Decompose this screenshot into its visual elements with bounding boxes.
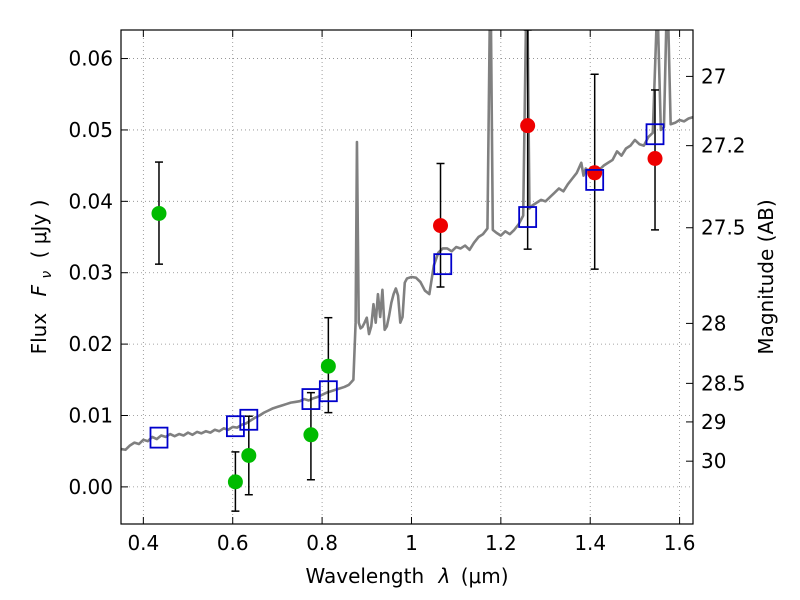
- red-data-point: [433, 218, 449, 234]
- x-axis-label: Wavelength λ (μm): [305, 564, 508, 588]
- plot-frame: [120, 29, 694, 525]
- x-tick-label: 1.2: [485, 531, 517, 555]
- y-axis-label: Flux F ν ( μJy ): [27, 200, 56, 355]
- model-photometry-square: [239, 408, 259, 431]
- y-tick-label: 0.00: [68, 475, 113, 499]
- model-photometry-square: [433, 253, 453, 276]
- green-data-point: [151, 205, 167, 221]
- green-data-point: [320, 358, 336, 374]
- model-photometry-square: [645, 123, 665, 146]
- y-tick-label: 0.02: [68, 332, 113, 356]
- y2-tick-label: 29: [701, 410, 726, 434]
- y2-axis-label: Magnitude (AB): [754, 199, 778, 354]
- y2-tick-label: 28.5: [701, 371, 746, 395]
- y-axis-label-unit: ( μJy ): [27, 200, 51, 259]
- model-photometry-square: [585, 169, 605, 191]
- grid-lines: [121, 30, 693, 524]
- x-axis-label-unit: (μm): [461, 564, 509, 588]
- x-tick-label: 1: [405, 531, 418, 555]
- x-axis-label-prefix: Wavelength: [305, 564, 424, 588]
- x-tick-label: 0.6: [217, 531, 249, 555]
- y2-tick-label: 30: [701, 449, 726, 473]
- y-tick-label: 0.04: [68, 189, 113, 213]
- green-data-point: [241, 447, 257, 463]
- x-tick-label: 1.4: [574, 531, 606, 555]
- green-data-point: [227, 474, 243, 490]
- y-tick-label: 0.06: [68, 47, 113, 71]
- y-axis-label-prefix: Flux: [27, 313, 51, 355]
- green-data-point: [303, 427, 319, 443]
- model-photometry-squares: [149, 123, 665, 449]
- y-axis-label-symbol: F: [27, 284, 51, 296]
- model-photometry-square: [318, 380, 338, 403]
- x-axis-label-symbol: λ: [438, 564, 451, 588]
- plot-background: [121, 30, 693, 524]
- y-tick-label: 0.01: [68, 403, 113, 427]
- red-data-point: [520, 118, 536, 134]
- x-tick-label: 1.6: [664, 531, 696, 555]
- axis-ticks: 0.4 0.6 0.8 1 1.2 1.4 1.6 0.00 0.01 0.02 0.03 0.04 0…: [68, 30, 746, 555]
- y2-tick-label: 28: [701, 311, 726, 335]
- y-tick-label: 0.05: [68, 118, 113, 142]
- x-tick-label: 0.4: [127, 531, 159, 555]
- y-tick-label: 0.03: [68, 261, 113, 285]
- model-photometry-square: [149, 426, 169, 449]
- red-data-point: [647, 150, 663, 166]
- photometry-points: [151, 118, 663, 490]
- x-tick-label: 0.8: [306, 531, 338, 555]
- model-photometry-square: [518, 206, 538, 228]
- y2-tick-label: 27.5: [701, 216, 746, 240]
- red-data-point: [587, 165, 603, 181]
- y2-tick-label: 27: [701, 64, 726, 88]
- model-photometry-square: [225, 415, 245, 438]
- y2-tick-label: 27.2: [701, 134, 746, 158]
- y-axis-label-subscript: ν: [39, 271, 55, 279]
